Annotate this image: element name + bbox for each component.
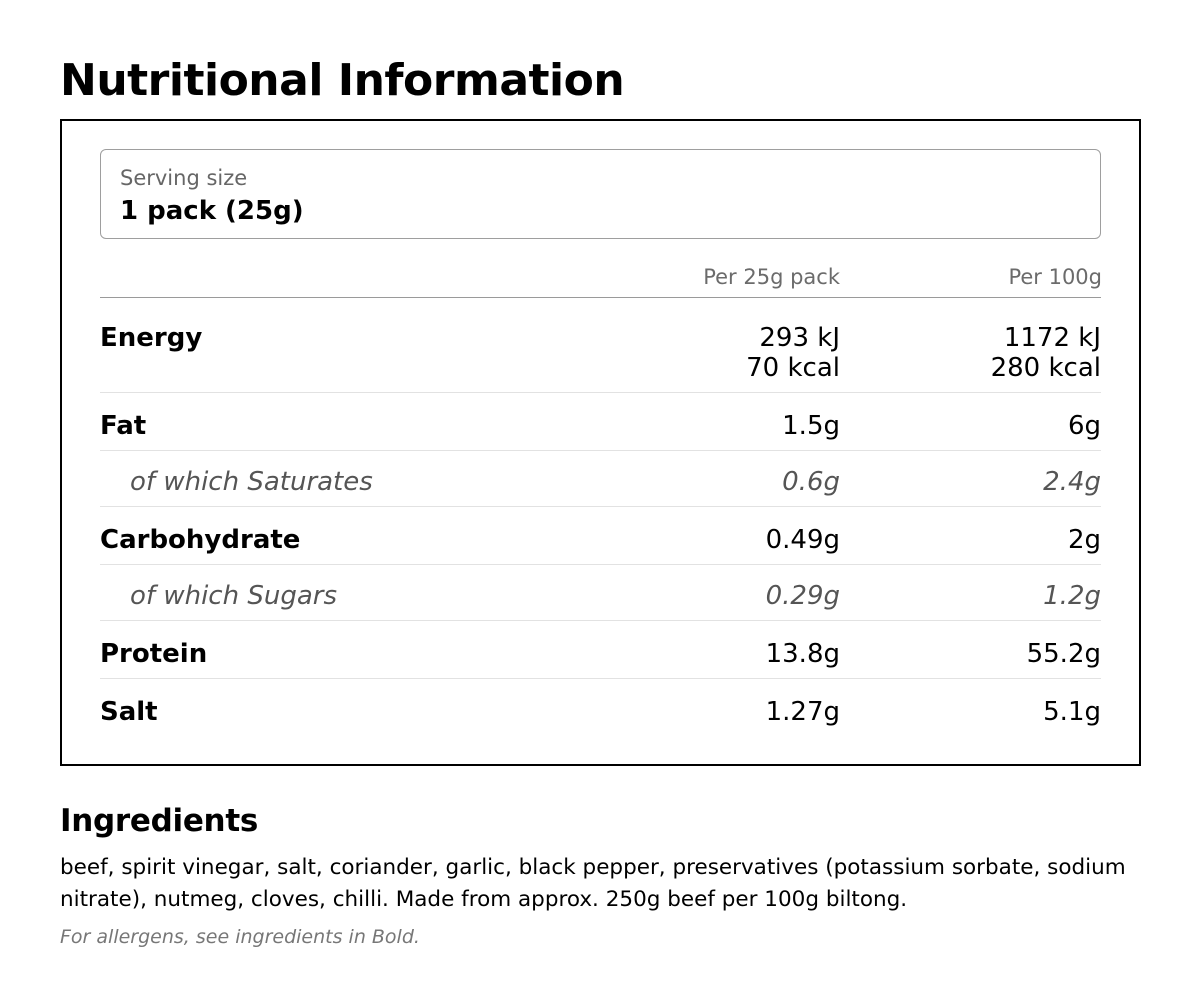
nutrient-row-salt: Salt 1.27g 5.1g bbox=[100, 697, 1101, 737]
nutrient-value-per-pack: 1.27g bbox=[765, 697, 840, 727]
nutrient-value-per-pack: 0.49g bbox=[765, 525, 840, 555]
nutrient-row-protein: Protein 13.8g 55.2g bbox=[100, 639, 1101, 679]
header-divider bbox=[100, 297, 1101, 298]
nutrient-value-per-pack: 293 kJ 70 kcal bbox=[746, 323, 840, 383]
ingredients-title: Ingredients bbox=[60, 803, 258, 839]
row-divider bbox=[100, 620, 1101, 621]
serving-size-box: Serving size 1 pack (25g) bbox=[100, 149, 1101, 239]
row-divider bbox=[100, 678, 1101, 679]
energy-kcal-per-pack: 70 kcal bbox=[746, 353, 840, 383]
nutrient-value-per-100g: 6g bbox=[1067, 411, 1101, 441]
nutrient-value-per-100g: 2.4g bbox=[1043, 467, 1101, 497]
energy-kcal-per-100g: 280 kcal bbox=[990, 353, 1101, 383]
nutrient-row-saturates: of which Saturates 0.6g 2.4g bbox=[100, 467, 1101, 507]
nutrient-value-per-100g: 2g bbox=[1067, 525, 1101, 555]
column-header-per-100g: Per 100g bbox=[1008, 265, 1102, 289]
nutrient-name: Fat bbox=[100, 411, 147, 441]
row-divider bbox=[100, 506, 1101, 507]
row-divider bbox=[100, 564, 1101, 565]
nutrient-value-per-100g: 1172 kJ 280 kcal bbox=[991, 323, 1101, 383]
energy-kj-per-pack: 293 kJ bbox=[759, 323, 840, 353]
nutrient-row-energy: Energy 293 kJ 70 kcal 1172 kJ 280 kcal bbox=[100, 323, 1101, 393]
nutrient-name: of which Saturates bbox=[130, 467, 373, 497]
nutrient-name: Energy bbox=[100, 323, 203, 353]
nutrient-value-per-100g: 5.1g bbox=[1043, 697, 1101, 727]
nutrient-name: of which Sugars bbox=[130, 581, 337, 611]
nutrient-row-sugars: of which Sugars 0.29g 1.2g bbox=[100, 581, 1101, 621]
nutrient-name: Salt bbox=[100, 697, 158, 727]
nutrient-row-carbohydrate: Carbohydrate 0.49g 2g bbox=[100, 525, 1101, 565]
nutrient-value-per-pack: 0.6g bbox=[782, 467, 840, 497]
page-title: Nutritional Information bbox=[60, 55, 625, 106]
serving-size-value: 1 pack (25g) bbox=[120, 196, 304, 226]
nutrient-row-fat: Fat 1.5g 6g bbox=[100, 411, 1101, 451]
row-divider bbox=[100, 392, 1101, 393]
nutrient-value-per-100g: 55.2g bbox=[1026, 639, 1101, 669]
nutrient-value-per-100g: 1.2g bbox=[1043, 581, 1101, 611]
allergen-note: For allergens, see ingredients in Bold. bbox=[60, 926, 420, 948]
nutrient-value-per-pack: 1.5g bbox=[782, 411, 840, 441]
nutrition-table: Serving size 1 pack (25g) Per 25g pack P… bbox=[60, 119, 1141, 766]
serving-size-label: Serving size bbox=[120, 166, 248, 190]
nutrient-name: Carbohydrate bbox=[100, 525, 301, 555]
column-header-per-pack: Per 25g pack bbox=[703, 265, 840, 289]
nutrient-value-per-pack: 13.8g bbox=[765, 639, 840, 669]
row-divider bbox=[100, 450, 1101, 451]
nutrient-name: Protein bbox=[100, 639, 208, 669]
ingredients-text: beef, spirit vinegar, salt, coriander, g… bbox=[60, 855, 1126, 912]
energy-kj-per-100g: 1172 kJ bbox=[1003, 323, 1101, 353]
nutrient-value-per-pack: 0.29g bbox=[765, 581, 840, 611]
